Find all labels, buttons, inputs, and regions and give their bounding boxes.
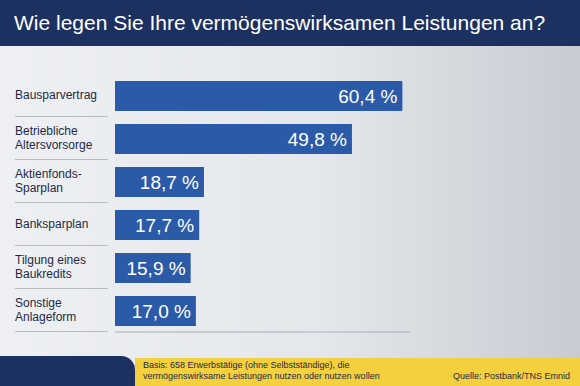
html-text:Wie legen Sie Ihre vermögenswi: Wie legen Sie Ihre vermögenswirksamen Le…	[14, 11, 546, 34]
svg-text:17,0 %: 17,0 %	[132, 301, 191, 322]
svg-text:18,7 %: 18,7 %	[140, 172, 199, 193]
svg-text:Banksparplan: Banksparplan	[15, 217, 88, 231]
svg-text:SonstigeAnlageform: SonstigeAnlageform	[15, 296, 76, 324]
svg-text:Aktienfonds-Sparplan: Aktienfonds-Sparplan	[15, 167, 82, 195]
svg-text:17,7 %: 17,7 %	[135, 215, 194, 236]
svg-text:BetrieblicheAltersvorsorge: BetrieblicheAltersvorsorge	[15, 124, 93, 152]
svg-text:Tilgung einesBaukredits: Tilgung einesBaukredits	[15, 253, 86, 281]
svg-text:15,9 %: 15,9 %	[126, 258, 185, 279]
html-text:Quelle: Postbank/TNS Emnid: Quelle: Postbank/TNS Emnid	[452, 371, 570, 381]
html-text:Basis: 658 Erwerbstätige (ohne: Basis: 658 Erwerbstätige (ohne Selbststä…	[143, 360, 380, 381]
svg-text:49,8 %: 49,8 %	[288, 129, 347, 150]
svg-text:60,4 %: 60,4 %	[338, 86, 397, 107]
svg-text:Bausparvertrag: Bausparvertrag	[15, 88, 97, 102]
